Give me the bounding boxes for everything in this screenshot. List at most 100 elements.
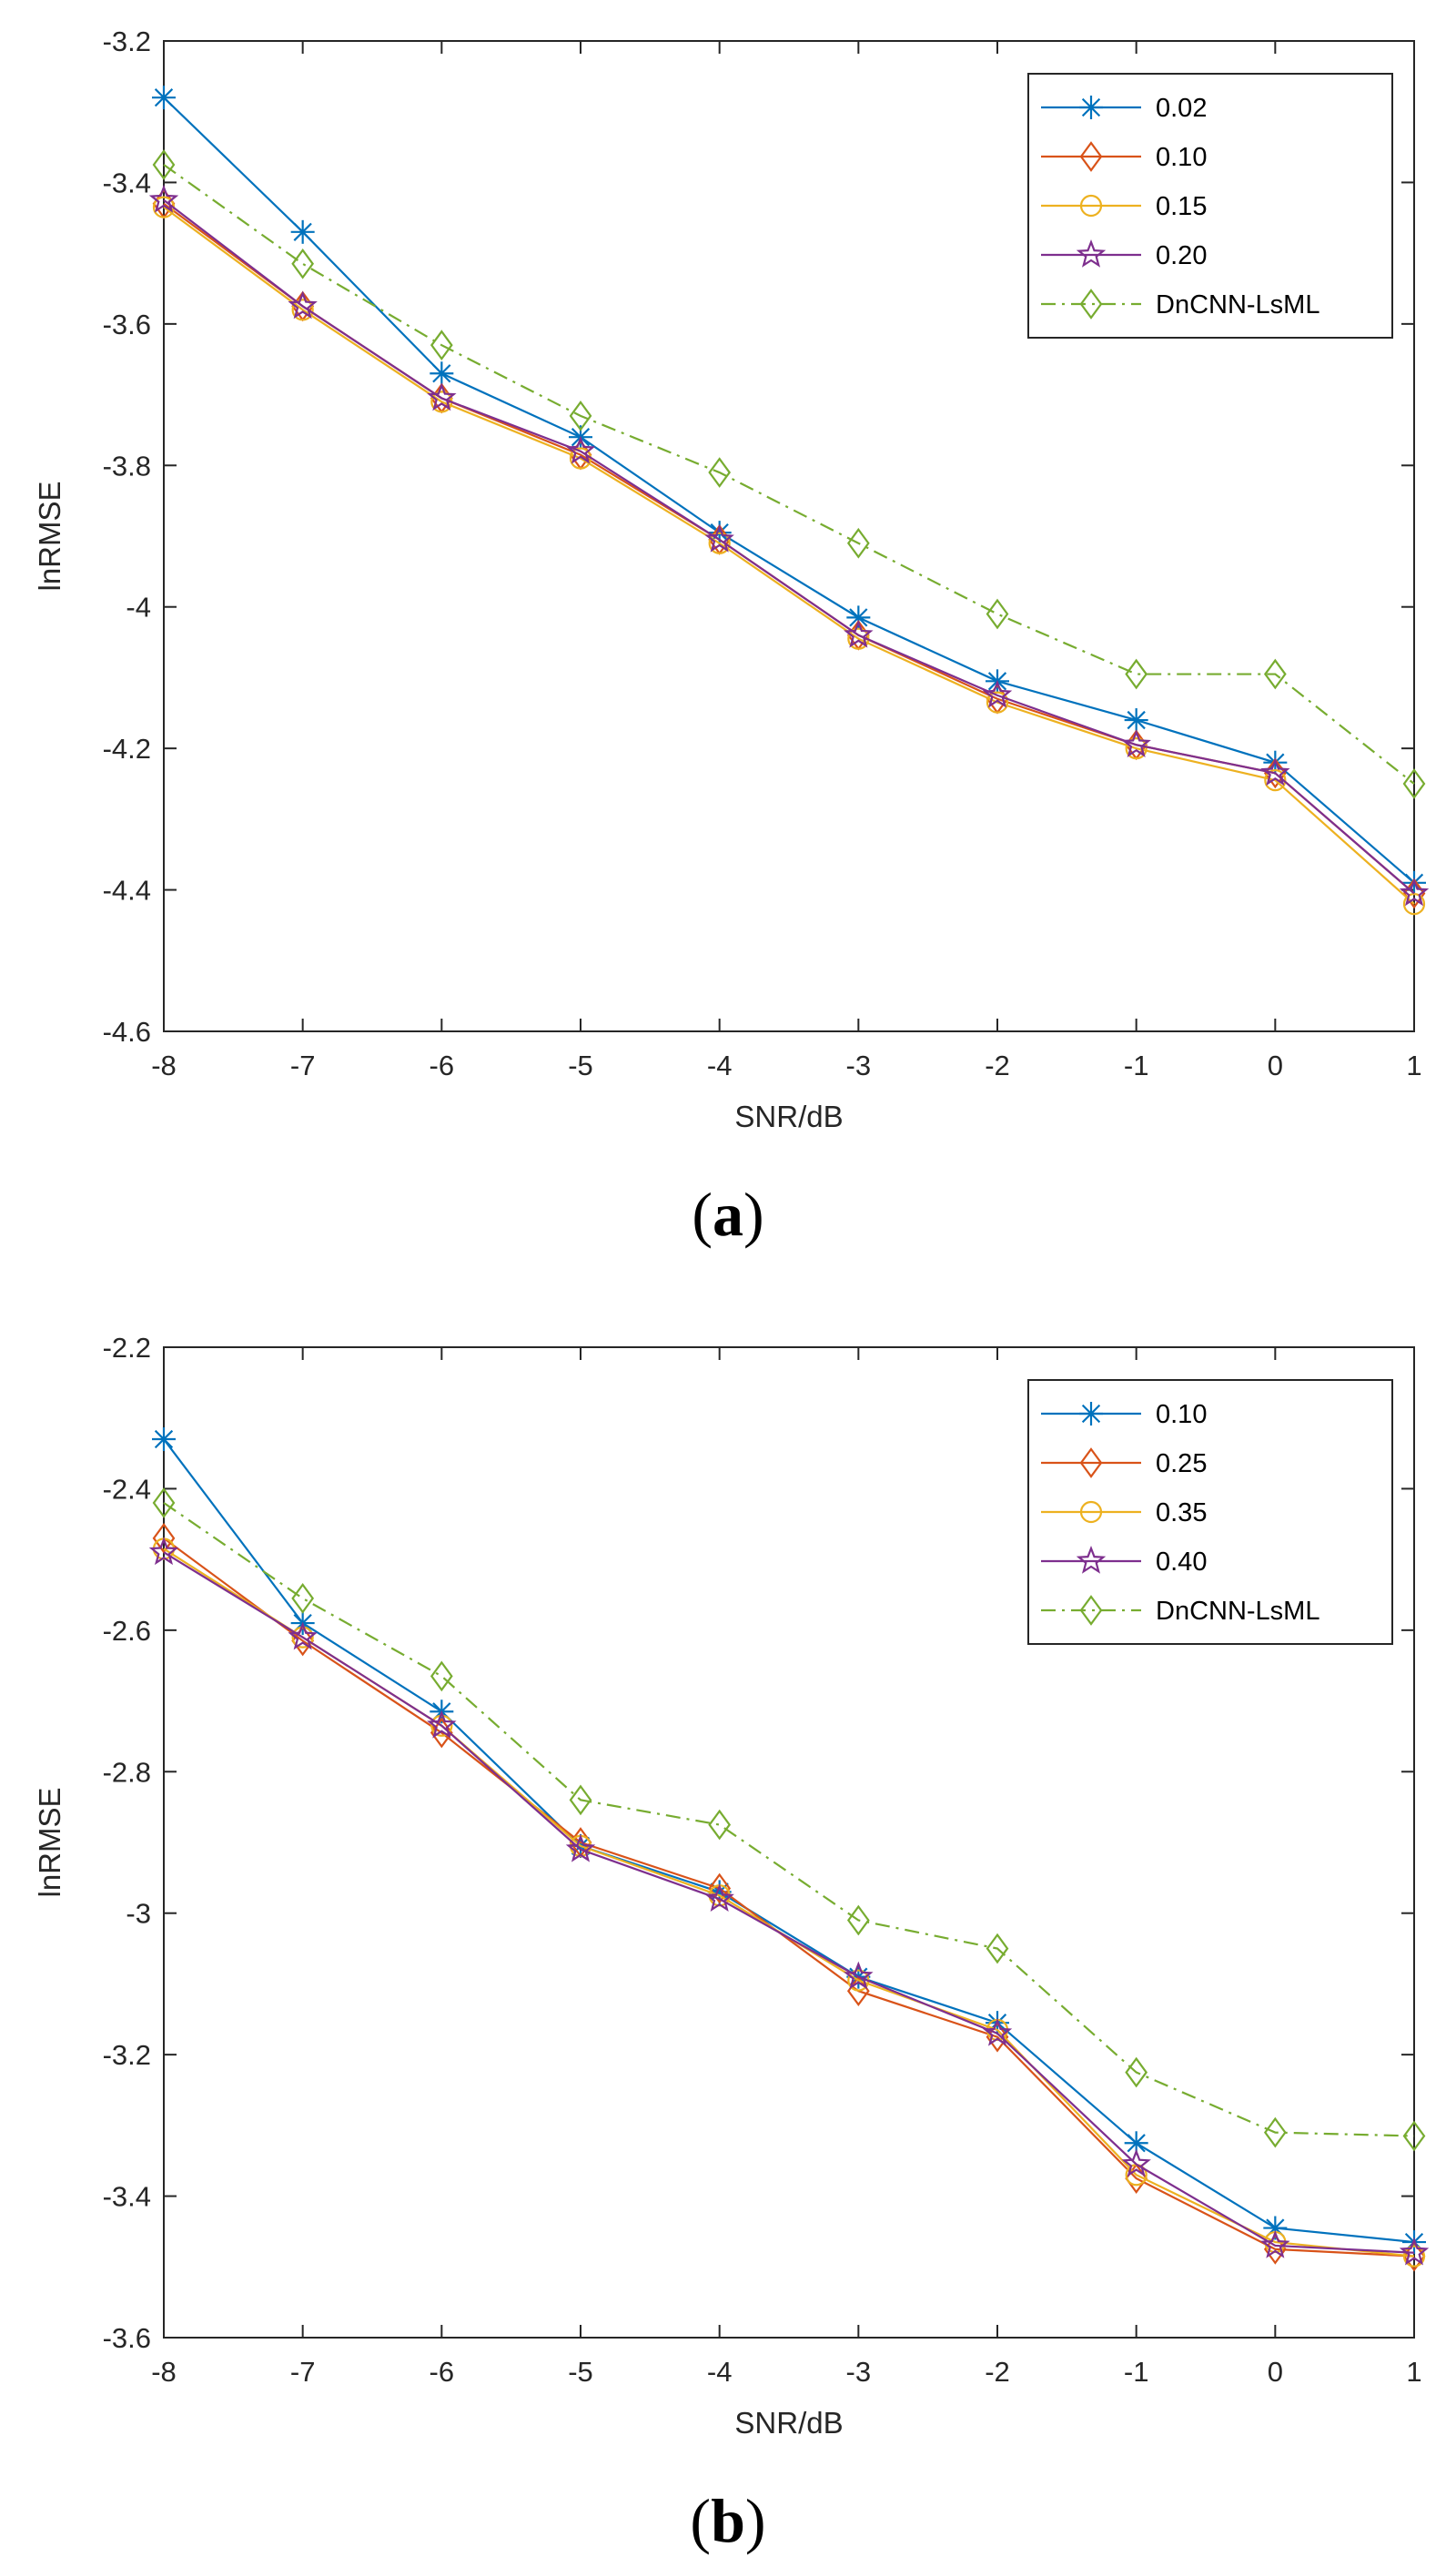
x-tick-label: -3 [846,2356,872,2388]
data-point [291,1625,315,1657]
data-point [1263,658,1287,690]
data-point [288,1621,318,1650]
y-tick-label: -3 [126,1898,151,1930]
data-point [291,248,315,279]
data-point [1125,658,1148,690]
y-tick-label: -4 [126,592,151,624]
x-tick-label: -4 [707,1050,733,1081]
legend-marker [1079,1500,1103,1524]
x-tick-label: 0 [1268,2356,1283,2388]
series-line [163,1438,1415,2244]
x-tick-label: -7 [290,1050,316,1081]
y-tick-label: -3.2 [103,2039,151,2071]
legend-entry-label: DnCNN-LsML [1156,1597,1320,1626]
data-point [844,619,874,648]
data-point [290,219,315,244]
chart-panel-a: -3.2 -3.4 -3.6 -3.8 -4 -4.2 -4.4 -4.6-8 -7 -6 -5 -4… [33,25,1430,1133]
series-1 [152,86,1426,895]
data-point [1399,2237,1430,2266]
panel-label-b: (b) [690,2486,766,2555]
legend-entry-label: 0.02 [1156,94,1207,123]
data-point [152,1487,176,1518]
y-tick-label: -2.8 [103,1756,151,1788]
x-tick-label: -2 [985,2356,1010,2388]
data-point [708,532,731,554]
data-point [569,401,592,431]
y-axis-title: lnRMSE [33,481,66,591]
x-tick-label: -8 [151,1050,177,1081]
y-tick-label: -3.6 [103,2322,151,2354]
data-point [1402,2245,1426,2268]
data-point [1263,2233,1287,2265]
legend-marker [1076,238,1107,268]
legend-entry-label: 0.35 [1156,1498,1207,1527]
data-point [1263,2116,1287,2148]
y-tick-label: -2.2 [103,1332,151,1364]
y-tick-label: -2.6 [103,1615,151,1647]
data-point [565,1833,596,1862]
x-tick-label: -1 [1124,1050,1149,1081]
x-tick-label: -1 [1124,2356,1149,2388]
legend-entry-label: 0.10 [1156,1400,1207,1429]
data-point [152,1522,176,1554]
data-point [1121,729,1151,758]
legend-marker [1076,1545,1107,1574]
legend-entry-label: 0.25 [1156,1449,1207,1478]
data-point [291,299,314,321]
data-point [569,1784,592,1816]
data-point [1260,2229,1290,2258]
data-point [708,457,732,488]
legend-entry-label: 0.10 [1156,143,1207,172]
y-tick-label: -4.2 [103,733,151,765]
x-tick-label: -6 [430,2356,455,2388]
series-line [163,1551,1415,2254]
y-tick-label: -3.6 [103,309,151,340]
data-point [152,149,176,180]
x-tick-label: -3 [846,1050,872,1081]
data-point [148,184,179,213]
data-point [1402,2120,1426,2152]
legend-marker [1079,1595,1103,1626]
x-tick-label: -6 [430,1050,455,1081]
x-tick-label: -2 [985,1050,1010,1081]
data-point [152,86,176,110]
series-line [163,164,1415,785]
series-line [163,1502,1415,2137]
data-point [704,523,734,553]
data-point [982,2017,1013,2046]
x-tick-label: 1 [1406,2356,1421,2388]
y-axis-title: lnRMSE [33,1787,66,1897]
data-point [1264,769,1287,792]
data-point [1124,708,1148,733]
data-point [708,1809,732,1841]
legend-marker [1079,96,1103,119]
series-4 [148,1537,1430,2266]
data-point [1121,2148,1151,2177]
data-point [704,1883,734,1912]
data-point [1260,757,1290,786]
legend: 0.02 0.10 0.15 0.20 DnCNN-LsML [1027,73,1393,339]
chart-panel-b: -2.2 -2.4 -2.6 -2.8 -3 -3.2 -3.4 -3.6-8 -7 -6 -5 -4… [33,1332,1430,2440]
data-point [844,1961,874,1990]
data-point [1124,2131,1148,2156]
legend-marker [1079,289,1103,320]
y-tick-label: -4.4 [103,875,151,907]
series-4 [148,184,1430,907]
data-point [986,598,1009,630]
data-point [846,527,870,559]
data-point [986,691,1009,714]
data-point [430,1660,453,1692]
data-point [1399,878,1430,907]
y-tick-label: -3.8 [103,450,151,482]
legend: 0.10 0.25 0.35 0.40 DnCNN-LsML [1027,1379,1393,1645]
x-axis-title: SNR/dB [734,1100,843,1133]
data-point [430,361,454,386]
y-tick-label: -3.4 [103,167,151,198]
data-point [430,1717,453,1749]
y-tick-label: -3.2 [103,25,151,57]
y-tick-label: -4.6 [103,1016,151,1048]
data-point [1125,2056,1148,2088]
data-point [1402,768,1426,799]
legend-entry-label: 0.20 [1156,241,1207,270]
data-point [1125,737,1148,760]
